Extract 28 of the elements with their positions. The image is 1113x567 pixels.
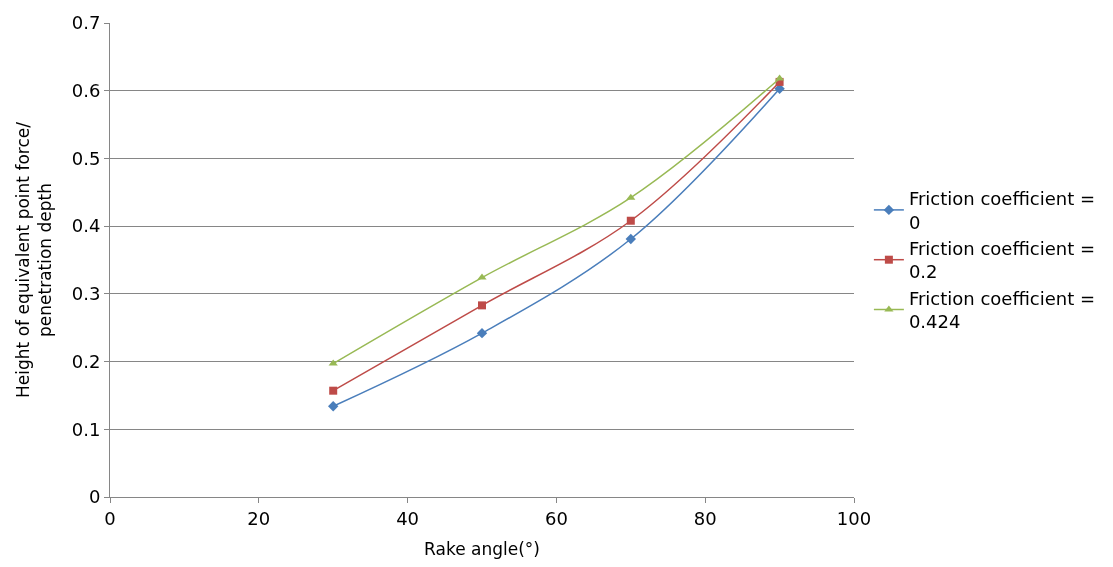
point (477, 273, 487, 280)
point (329, 386, 338, 395)
legend-label: Friction coefficient = 0 (908, 188, 1096, 233)
x-tick-label: 40 (396, 507, 420, 529)
x-tick-label: 80 (693, 507, 717, 529)
x-tick-label: 20 (247, 507, 271, 529)
y-tick-label: 0.7 (71, 12, 101, 34)
y-tick-label: 0 (88, 486, 101, 508)
y-tick-label: 0.6 (71, 80, 101, 102)
point (328, 401, 339, 412)
y-tick-label: 0.3 (71, 283, 101, 305)
legend-label: Friction coefficient = 0.424 (908, 287, 1096, 333)
point (625, 233, 636, 245)
point (478, 301, 486, 310)
point (626, 216, 635, 225)
x-tick-label: 60 (544, 507, 568, 529)
x-axis-title: Rake angle(°) (424, 539, 540, 559)
point (626, 193, 636, 200)
y-tick-label: 0.2 (71, 350, 101, 372)
y-tick-label: 0.1 (71, 418, 101, 440)
point (476, 327, 488, 339)
x-tick-label: 100 (836, 507, 872, 529)
point (328, 359, 338, 366)
x-tick-label: 0 (104, 507, 116, 529)
y-axis-title: Height of equivalent point force/ penetration depth (13, 121, 56, 398)
legend-label: Friction coefficient = 0.2 (908, 238, 1096, 283)
y-tick-label: 0.5 (71, 147, 101, 169)
y-tick-label: 0.4 (71, 215, 101, 237)
